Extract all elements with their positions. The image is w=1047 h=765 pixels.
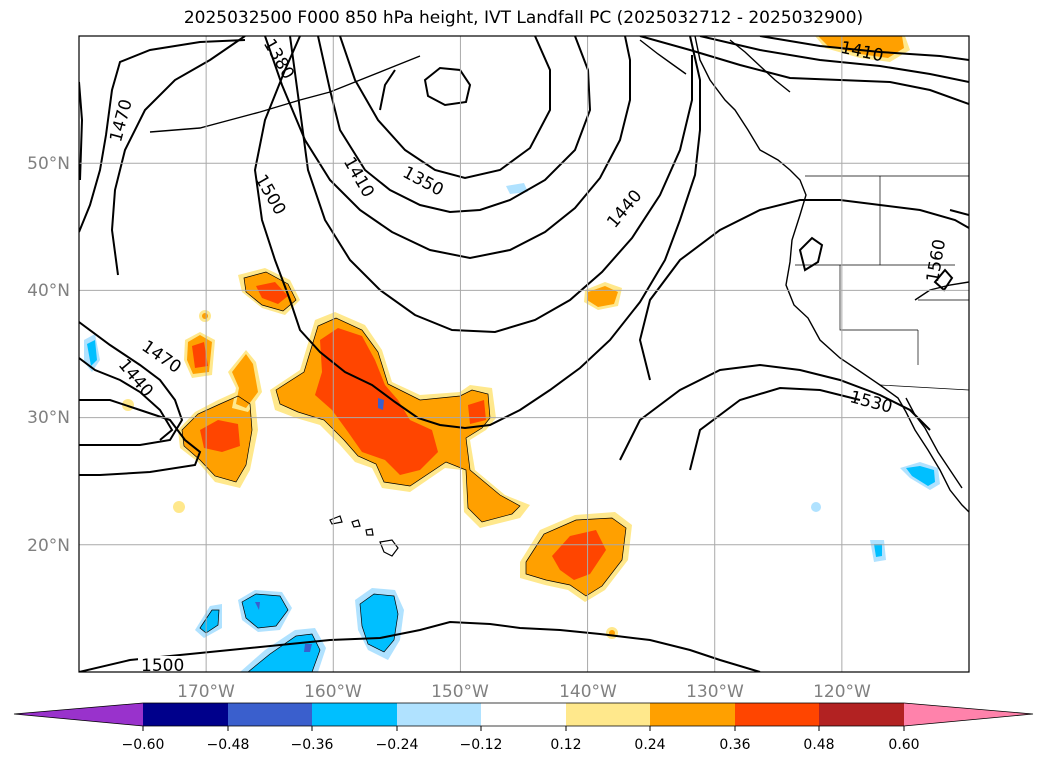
colorbar-segment [397, 703, 481, 726]
contour-label: 1500 [141, 656, 184, 676]
colorbar-tick-label: 0.60 [888, 737, 919, 753]
colorbar-segment [566, 703, 650, 726]
map-frame [78, 35, 970, 673]
colorbar-tick-label: −0.36 [291, 737, 334, 753]
contour-label: 1440 [114, 355, 157, 401]
map-gridlines [79, 36, 969, 672]
colorbar-segment [143, 703, 228, 726]
colorbar-tick-label: −0.24 [376, 737, 419, 753]
colorbar-tick-label: 0.48 [803, 737, 834, 753]
longitude-label: 130°W [686, 682, 744, 702]
colorbar-extend-low [14, 703, 143, 726]
colorbar-tick-label: −0.12 [460, 737, 503, 753]
colorbar-segment [481, 703, 566, 726]
latitude-labels: 50°N 40°N 30°N 20°N [27, 154, 70, 556]
map-title: 2025032500 F000 850 hPa height, IVT Land… [183, 8, 864, 28]
colorbar-segment [228, 703, 312, 726]
longitude-label: 140°W [559, 682, 617, 702]
colorbar-tick-label: −0.48 [207, 737, 250, 753]
colorbar: −0.60 −0.48 −0.36 −0.24 −0.12 0.12 0.24 … [13, 702, 1034, 753]
latitude-label: 30°N [27, 408, 70, 428]
latitude-label: 20°N [27, 536, 70, 556]
anomaly-outlines [181, 271, 627, 672]
colorbar-segment [650, 703, 735, 726]
height-contours [79, 36, 969, 672]
political-borders [795, 175, 969, 391]
islands [329, 515, 399, 557]
contour-label: 1350 [399, 163, 447, 201]
positive-anomaly-fills [122, 36, 910, 639]
latitude-label: 50°N [27, 154, 70, 174]
contour-label: 1380 [259, 35, 298, 82]
longitude-labels: 170°W 160°W 150°W 140°W 130°W 120°W [177, 682, 871, 702]
latitude-label: 40°N [27, 281, 70, 301]
colorbar-tick-label: 0.12 [550, 737, 581, 753]
contour-label: 1470 [138, 337, 185, 378]
longitude-label: 170°W [177, 682, 235, 702]
longitude-label: 120°W [813, 682, 871, 702]
longitude-label: 150°W [431, 682, 489, 702]
contour-label: 1500 [251, 171, 290, 218]
colorbar-tick-label: 0.36 [719, 737, 750, 753]
colorbar-tick-label: −0.60 [122, 737, 165, 753]
contour-label: 1530 [848, 387, 895, 418]
colorbar-segment [735, 703, 819, 726]
colorbar-extend-high [904, 703, 1033, 726]
colorbar-tick-label: 0.24 [634, 737, 665, 753]
colorbar-segment [312, 703, 397, 726]
contour-label: 1560 [923, 238, 950, 284]
colorbar-segment [819, 703, 904, 726]
longitude-label: 160°W [304, 682, 362, 702]
